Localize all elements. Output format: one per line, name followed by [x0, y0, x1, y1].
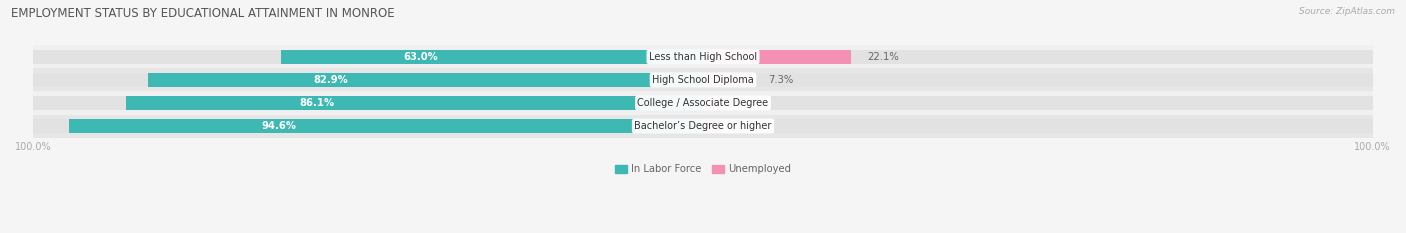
- Bar: [34, 45, 1372, 68]
- Bar: [127, 96, 703, 110]
- Text: 2.7%: 2.7%: [737, 121, 762, 131]
- Bar: [34, 96, 1372, 110]
- Text: Bachelor’s Degree or higher: Bachelor’s Degree or higher: [634, 121, 772, 131]
- Text: EMPLOYMENT STATUS BY EDUCATIONAL ATTAINMENT IN MONROE: EMPLOYMENT STATUS BY EDUCATIONAL ATTAINM…: [11, 7, 395, 20]
- Text: Less than High School: Less than High School: [650, 52, 756, 62]
- Bar: [703, 50, 851, 64]
- Text: 0.8%: 0.8%: [724, 98, 749, 108]
- Bar: [34, 91, 1372, 115]
- Text: Source: ZipAtlas.com: Source: ZipAtlas.com: [1299, 7, 1395, 16]
- Bar: [703, 119, 721, 133]
- Bar: [148, 73, 703, 87]
- Bar: [703, 73, 752, 87]
- Bar: [34, 73, 1372, 87]
- Bar: [703, 96, 709, 110]
- Text: 63.0%: 63.0%: [404, 52, 437, 62]
- Bar: [281, 50, 703, 64]
- Text: 86.1%: 86.1%: [299, 98, 335, 108]
- Bar: [34, 119, 1372, 133]
- Text: 82.9%: 82.9%: [314, 75, 349, 85]
- Text: 7.3%: 7.3%: [768, 75, 793, 85]
- Bar: [34, 50, 1372, 64]
- Bar: [34, 115, 1372, 138]
- Bar: [69, 119, 703, 133]
- Text: College / Associate Degree: College / Associate Degree: [637, 98, 769, 108]
- Text: High School Diploma: High School Diploma: [652, 75, 754, 85]
- Bar: [34, 68, 1372, 91]
- Text: 22.1%: 22.1%: [868, 52, 898, 62]
- Text: 94.6%: 94.6%: [262, 121, 297, 131]
- Legend: In Labor Force, Unemployed: In Labor Force, Unemployed: [616, 164, 790, 174]
